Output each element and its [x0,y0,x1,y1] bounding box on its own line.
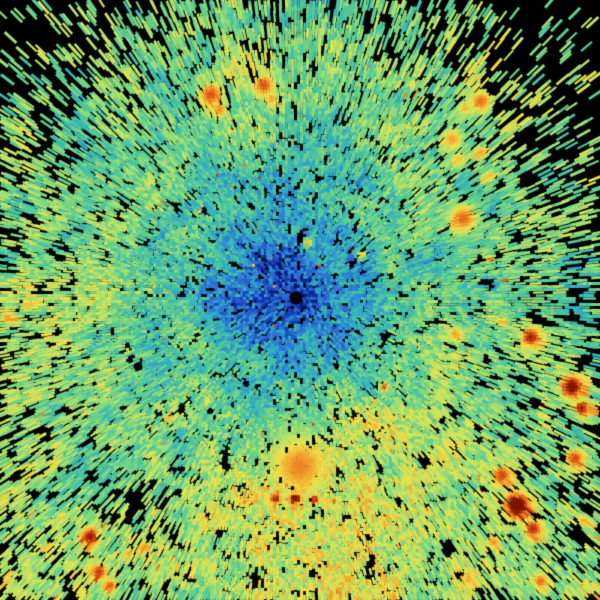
heatmap-canvas [0,0,600,600]
heatmap-view [0,0,600,600]
